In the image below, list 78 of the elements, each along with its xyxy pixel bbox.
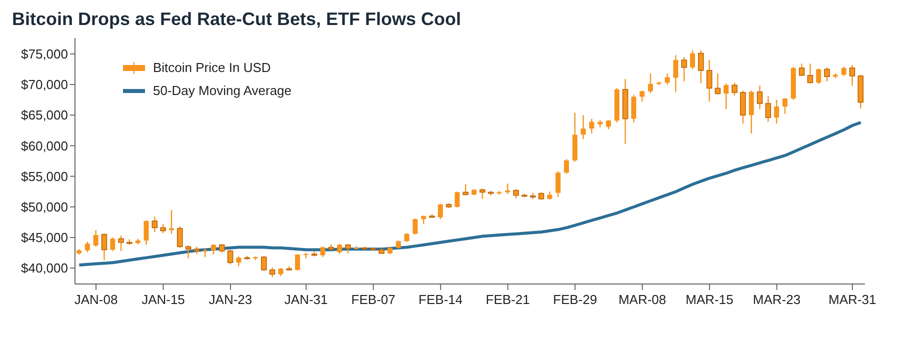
- candlestick: [144, 220, 149, 246]
- y-tick-label: $40,000: [21, 260, 68, 276]
- y-tick-label: $45,000: [21, 230, 68, 246]
- x-tick-label: FEB-29: [553, 292, 598, 307]
- candlestick: [748, 90, 754, 134]
- x-tick-label: MAR-23: [752, 292, 801, 307]
- candlestick: [93, 230, 98, 248]
- candlestick: [798, 63, 805, 77]
- candlestick: [849, 64, 856, 86]
- y-tick-label: $55,000: [21, 168, 68, 184]
- candlestick: [640, 90, 645, 102]
- candlestick: [774, 99, 780, 124]
- candlestick: [698, 50, 704, 84]
- candlestick: [345, 244, 351, 254]
- candlestick: [160, 223, 166, 234]
- candlestick: [118, 235, 124, 252]
- x-tick-label: FEB-21: [486, 292, 530, 307]
- candlestick: [454, 190, 460, 208]
- candlestick: [580, 114, 586, 140]
- candlestick: [480, 188, 486, 200]
- x-tick-label: FEB-14: [418, 292, 463, 307]
- candlestick: [765, 96, 772, 122]
- candlestick: [513, 188, 519, 199]
- candlestick: [84, 241, 90, 253]
- legend-label: Bitcoin Price In USD: [153, 60, 271, 75]
- candlestick: [101, 232, 108, 261]
- candlestick: [648, 72, 653, 94]
- x-tick-label: MAR-15: [686, 292, 734, 307]
- candlestick: [185, 244, 192, 259]
- candlestick: [706, 59, 712, 102]
- x-tick-label: JAN-31: [284, 292, 328, 307]
- y-tick-label: $60,000: [21, 138, 68, 154]
- candlestick: [816, 68, 822, 84]
- y-tick-label: $50,000: [21, 200, 68, 215]
- candlestick: [690, 50, 696, 70]
- candlestick: [295, 253, 300, 272]
- candlestick: [152, 216, 158, 233]
- candlestick: [714, 72, 721, 95]
- x-tick-label: MAR-31: [828, 292, 876, 307]
- candlestick: [556, 170, 561, 198]
- candlestick: [438, 203, 443, 220]
- candlestick: [564, 158, 569, 174]
- candlestick: [756, 85, 763, 110]
- candlestick: [631, 94, 636, 124]
- candlestick: [337, 243, 342, 255]
- candlestick: [681, 56, 688, 82]
- candlestick: [732, 82, 738, 96]
- candlestick: [807, 63, 814, 84]
- candlestick: [269, 266, 276, 278]
- candlestick: [462, 184, 469, 196]
- candlestick: [664, 72, 670, 86]
- candlestick: [110, 236, 116, 252]
- candlestick: [740, 90, 746, 124]
- x-tick-label: JAN-08: [74, 292, 118, 307]
- y-tick-label: $65,000: [21, 108, 68, 123]
- candlestick: [412, 218, 418, 236]
- legend-label: 50-Day Moving Average: [153, 83, 292, 98]
- candlestick: [724, 82, 729, 110]
- line-series: [78, 120, 862, 267]
- candlestick: [782, 97, 788, 114]
- candlestick: [841, 66, 846, 77]
- x-tick-label: JAN-23: [208, 292, 252, 307]
- candlestick: [824, 66, 830, 82]
- chart-title: Bitcoin Drops as Fed Rate-Cut Bets, ETF Flows Cool: [11, 8, 462, 31]
- x-tick-label: JAN-15: [142, 292, 185, 307]
- candlestick: [673, 54, 678, 92]
- candlestick: [589, 118, 594, 134]
- candlestick: [320, 246, 326, 258]
- y-tick-label: $75,000: [21, 46, 68, 62]
- candlestick: [176, 226, 183, 248]
- candlestick: [236, 256, 242, 267]
- candlestick: [210, 244, 216, 256]
- candlestick: [227, 249, 234, 266]
- x-tick-label: MAR-08: [618, 292, 666, 307]
- x-tick-label: FEB-07: [351, 292, 396, 307]
- candlestick: [606, 119, 611, 130]
- y-tick-label: $70,000: [21, 77, 68, 92]
- candlestick: [261, 255, 267, 272]
